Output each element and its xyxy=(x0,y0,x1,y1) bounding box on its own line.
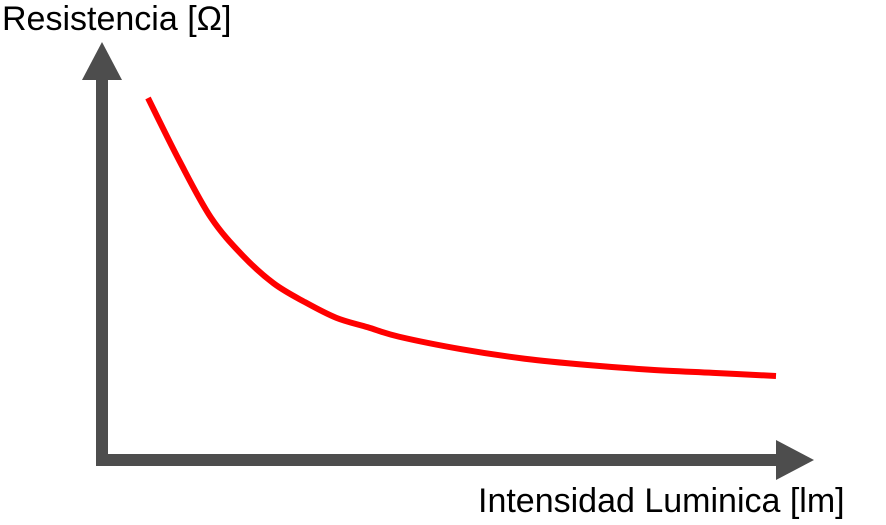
resistance-curve xyxy=(145,96,777,379)
y-axis-label: Resistencia [Ω] xyxy=(2,0,232,38)
y-axis-arrowhead xyxy=(82,42,122,80)
x-axis-label: Intensidad Luminica [lm] xyxy=(478,482,845,520)
x-axis-arrowhead xyxy=(776,440,814,480)
